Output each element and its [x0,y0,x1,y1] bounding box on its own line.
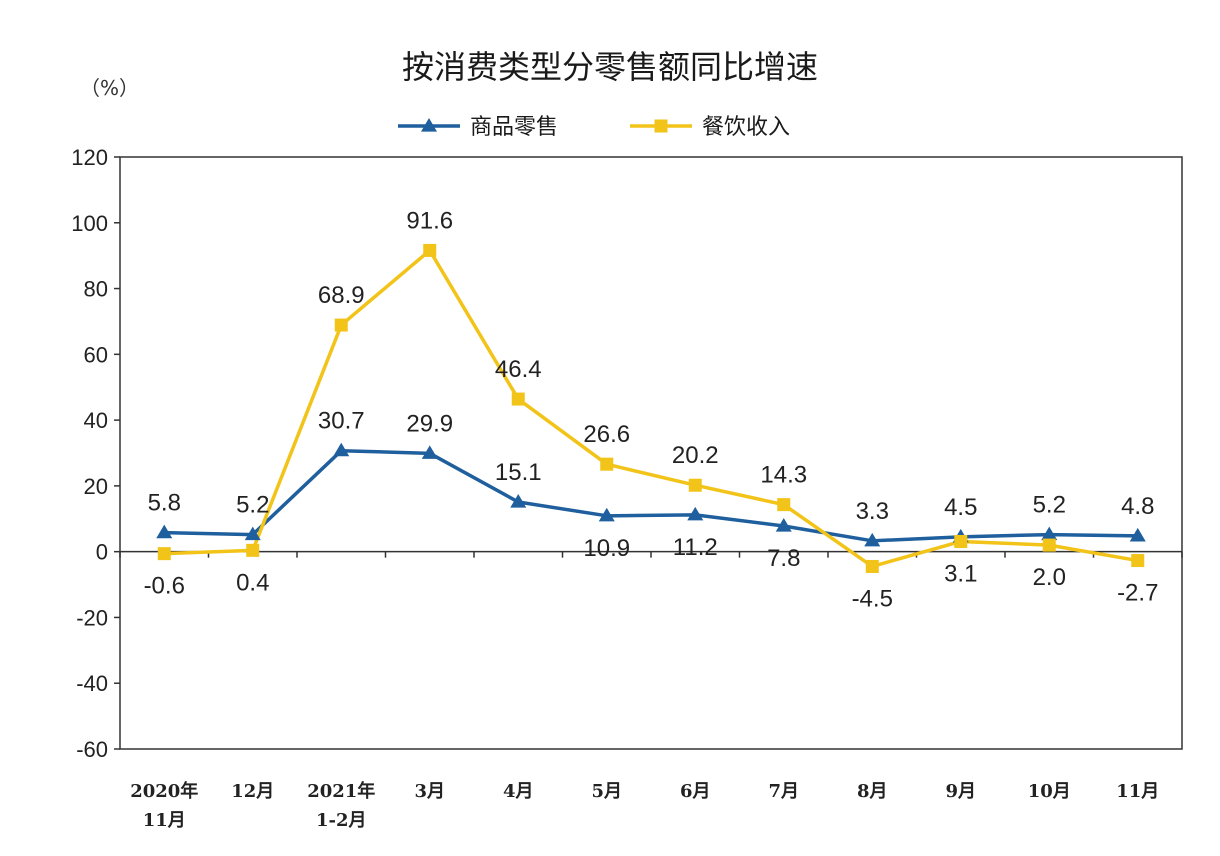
data-point-1 [865,559,879,573]
data-point-1 [954,534,968,548]
data-label-0: 5.2 [1033,492,1066,519]
data-label-0: 29.9 [406,410,453,437]
x-tick-label: 5月 [591,781,622,802]
legend-label-0: 商品零售 [470,115,558,140]
data-point-0 [1041,526,1058,541]
data-label-1: -0.6 [144,573,185,600]
x-tick-label: 9月 [945,781,976,802]
x-tick-label: 1-2月 [316,810,367,831]
data-label-1: 26.6 [583,421,630,448]
x-tick-label: 4月 [503,781,534,802]
data-point-0 [333,442,350,457]
x-tick-label: 6月 [680,781,711,802]
plot-area: -60 -40 -20 0 20 40 60 80 100 120 2020年 11月 12月 2021年… [71,145,1183,831]
x-tick-label: 7月 [768,781,799,802]
data-label-1: 20.2 [672,442,719,469]
data-point-0 [1129,527,1146,542]
data-label-1: 91.6 [406,207,453,234]
data-label-0: 10.9 [583,535,630,562]
x-tick-label: 11月 [143,810,186,831]
x-tick-label: 10月 [1028,781,1071,802]
y-tick-label: 60 [84,342,108,367]
y-tick-label: -40 [76,671,108,696]
x-tick-label: 8月 [857,781,888,802]
data-point-1 [1042,538,1056,552]
data-point-1 [688,478,702,492]
data-point-1 [777,498,791,512]
x-tick-label: 11月 [1116,781,1159,802]
x-tick-label: 12月 [231,781,274,802]
data-point-0 [421,445,438,459]
data-label-0: 11.2 [673,534,718,561]
y-tick-label: 80 [84,277,108,302]
data-point-1 [246,543,260,557]
data-point-0 [510,494,527,508]
data-point-1 [600,457,614,471]
data-label-0: 4.5 [944,494,977,521]
series-line-1 [164,248,1139,569]
data-label-1: 14.3 [760,462,807,489]
y-tick-label: -60 [76,737,108,762]
data-point-1 [334,318,348,332]
y-tick-label: -20 [76,605,108,630]
data-label-0: 30.7 [318,408,365,435]
y-tick-label: 0 [96,540,108,565]
data-label-0: 15.1 [495,459,542,486]
data-label-0: 3.3 [856,498,889,525]
data-point-1 [157,547,171,561]
y-tick-label: 120 [71,145,108,170]
y-tick-label: 40 [84,408,108,433]
data-label-1: 0.4 [236,569,269,596]
data-point-0 [598,507,615,522]
data-label-1: -2.7 [1117,580,1158,607]
x-tick-label: 2021年 [307,780,375,802]
data-point-1 [1131,554,1145,568]
y-axis-unit: （%） [80,76,139,100]
data-label-1: 46.4 [495,356,542,383]
data-label-0: 5.8 [148,490,181,517]
series-line-0 [164,448,1138,543]
data-point-0 [156,524,173,539]
legend-label-1: 餐饮收入 [702,115,790,140]
data-point-0 [864,532,881,547]
data-point-0 [687,506,704,521]
data-label-1: 3.1 [944,560,977,587]
data-point-1 [423,243,437,257]
y-tick-label: 100 [71,211,108,236]
x-tick-label: 2020年 [130,780,198,802]
legend-marker-0 [421,118,437,132]
data-point-0 [775,518,792,532]
data-label-1: -4.5 [852,585,893,612]
data-label-0: 4.8 [1121,493,1154,520]
data-label-0: 5.2 [236,492,269,519]
data-label-1: 68.9 [318,282,365,309]
x-tick-label: 3月 [414,781,445,802]
y-tick-label: 20 [84,474,108,499]
data-point-0 [244,526,261,541]
legend: 商品零售 餐饮收入 [398,115,790,140]
data-label-1: 2.0 [1033,564,1066,591]
data-label-0: 7.8 [767,545,800,572]
plot-frame [119,156,1183,750]
legend-marker-1 [654,119,668,133]
data-point-1 [511,392,525,406]
chart-title: 按消费类型分零售额同比增速 [402,48,818,86]
